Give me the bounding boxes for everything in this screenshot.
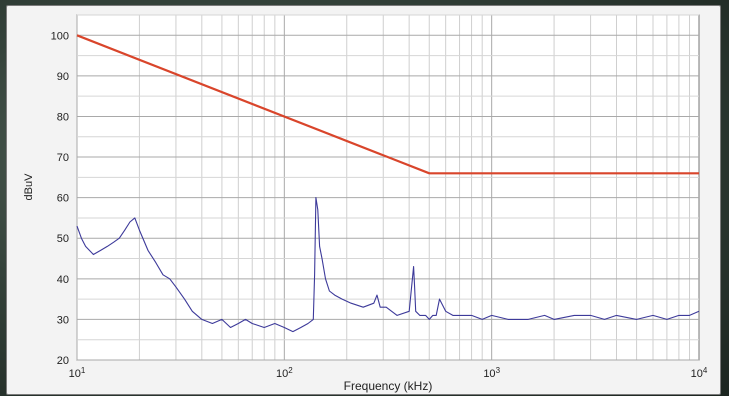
series-layer: [76, 34, 700, 333]
limit-line: [76, 34, 699, 175]
y-tick-label: 50: [57, 233, 69, 245]
y-tick-label: 70: [57, 152, 69, 164]
emi-spectrum-chart: 20 30 40 50 60 70 80 90 100 101 102 103 104 Frequen…: [23, 14, 708, 393]
x-axis-label: Frequency (kHz): [344, 379, 433, 393]
spectrum-trace: [76, 197, 700, 333]
y-tick-label: 80: [57, 111, 69, 123]
y-tick-label: 90: [57, 71, 69, 83]
plot-area: [76, 14, 700, 361]
grid: [76, 14, 699, 361]
x-tick-label: 103: [483, 366, 500, 381]
y-tick-label: 40: [57, 274, 69, 286]
x-tick-label: 101: [69, 366, 86, 381]
y-tick-label: 60: [57, 193, 69, 205]
x-tick-label: 102: [276, 366, 293, 381]
y-tick-label: 30: [57, 314, 69, 326]
y-tick-label: 100: [51, 30, 69, 42]
y-tick-label: 20: [57, 355, 69, 367]
y-axis-label: dBuV: [23, 173, 35, 201]
x-tick-label: 104: [691, 366, 708, 381]
x-tick-labels: 101 102 103 104: [69, 366, 708, 381]
chart-panel: 20 30 40 50 60 70 80 90 100 101 102 103 104 Frequen…: [6, 5, 721, 395]
y-tick-labels: 20 30 40 50 60 70 80 90 100: [51, 30, 69, 367]
